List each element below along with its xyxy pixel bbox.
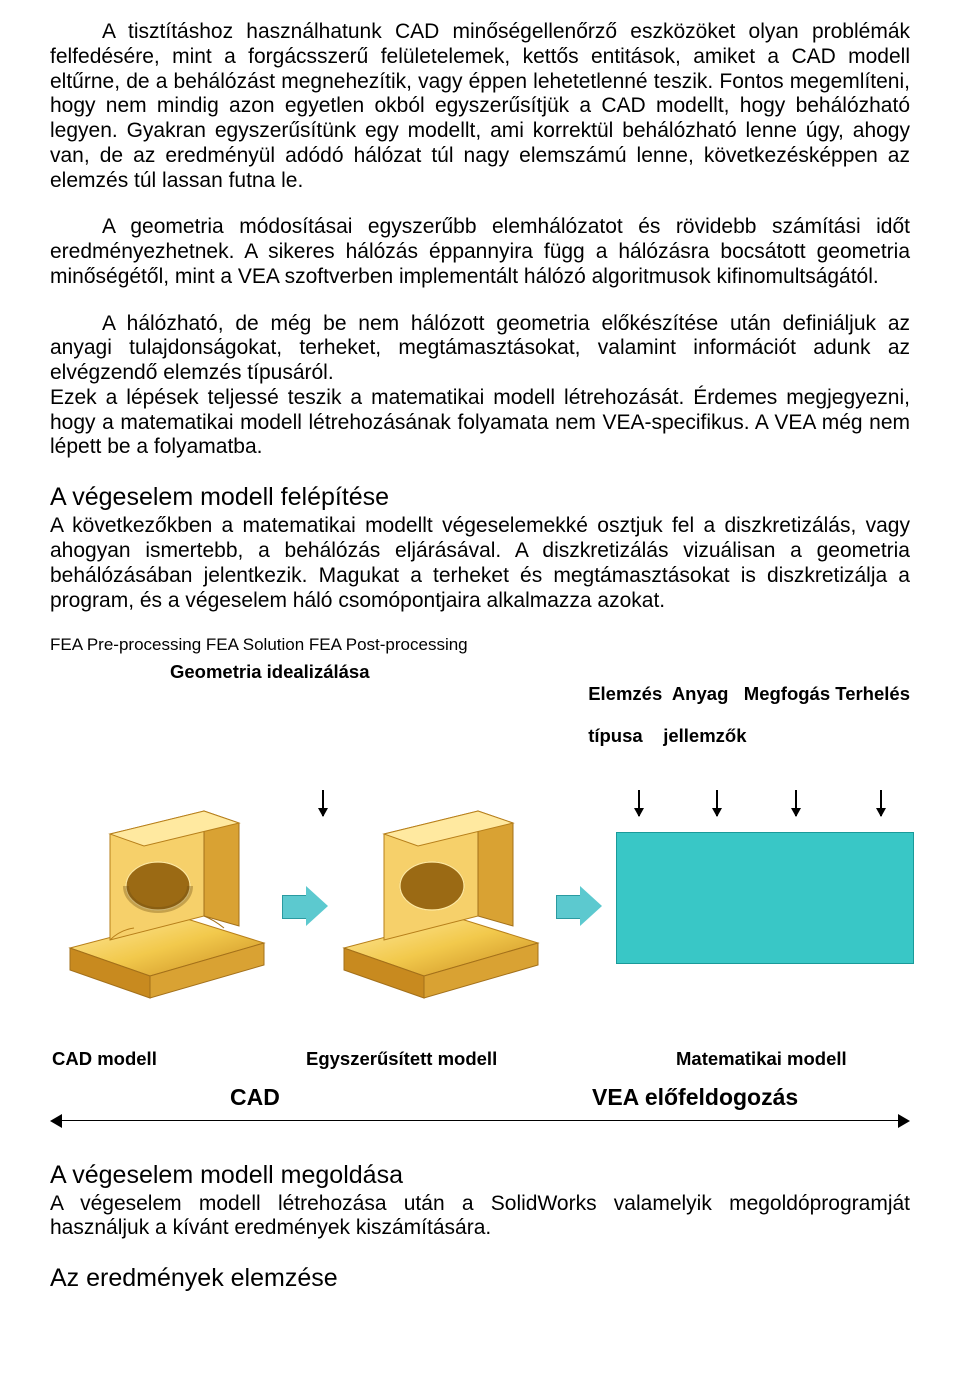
arrow-down-icon (638, 790, 640, 816)
diagram-bottom-labels: CAD modell Egyszerűsített modell Matemat… (50, 1048, 910, 1070)
arrow-down-icon (716, 790, 718, 816)
paragraph-text: A geometria módosításai egyszerűbb elemh… (50, 215, 910, 288)
section-heading: Az eredmények elemzése (50, 1263, 910, 1293)
section-heading: A végeselem modell felépítése (50, 482, 910, 512)
label-text: Elemzés Anyag Megfogás Terhelés (588, 683, 910, 704)
label-math-model: Matematikai modell (676, 1048, 847, 1070)
diagram-phase-labels: CAD VEA előfeldogozás (50, 1084, 910, 1130)
paragraph: A tisztításhoz használhatunk CAD minőség… (50, 20, 910, 193)
paragraph: Ezek a lépések teljessé teszik a matemat… (50, 386, 910, 460)
paragraph-text: A következőkben a matematikai modellt vé… (50, 514, 910, 611)
arrow-down-icon (795, 790, 797, 816)
label-simplified-model: Egyszerűsített modell (306, 1048, 586, 1070)
process-diagram (50, 774, 910, 1014)
arrow-right-icon (556, 886, 600, 926)
cad-part-illustration (64, 808, 269, 1003)
document-page: A tisztításhoz használhatunk CAD minőség… (0, 0, 960, 1333)
simplified-part-illustration (338, 808, 543, 1003)
label-analysis-columns: Elemzés Anyag Megfogás Terhelés típusa j… (557, 661, 910, 767)
bidirectional-arrow-icon (50, 1114, 910, 1128)
paragraph-text: A végeselem modell létrehozása után a So… (50, 1192, 910, 1240)
label-geometry-idealization: Geometria idealizálása (170, 661, 427, 767)
math-model-slab (616, 832, 914, 964)
label-cad-model: CAD modell (52, 1048, 282, 1070)
arrow-right-icon (282, 886, 326, 926)
label-text: típusa jellemzők (588, 725, 746, 746)
label-vea-phase: VEA előfeldogozás (592, 1084, 798, 1111)
diagram-caption: FEA Pre-processing FEA Solution FEA Post… (50, 635, 910, 655)
diagram-top-labels: Geometria idealizálása Elemzés Anyag Meg… (50, 661, 910, 767)
paragraph: A végeselem modell létrehozása után a So… (50, 1192, 910, 1242)
paragraph: A következőkben a matematikai modellt vé… (50, 514, 910, 613)
label-cad-phase: CAD (230, 1084, 280, 1111)
arrow-down-icon (322, 790, 324, 816)
section-heading: A végeselem modell megoldása (50, 1160, 910, 1190)
paragraph: A geometria módosításai egyszerűbb elemh… (50, 215, 910, 289)
arrow-down-icon (880, 790, 882, 816)
paragraph: A hálózható, de még be nem hálózott geom… (50, 312, 910, 386)
paragraph-text: A hálózható, de még be nem hálózott geom… (50, 312, 910, 385)
paragraph-text: Ezek a lépések teljessé teszik a matemat… (50, 386, 910, 459)
